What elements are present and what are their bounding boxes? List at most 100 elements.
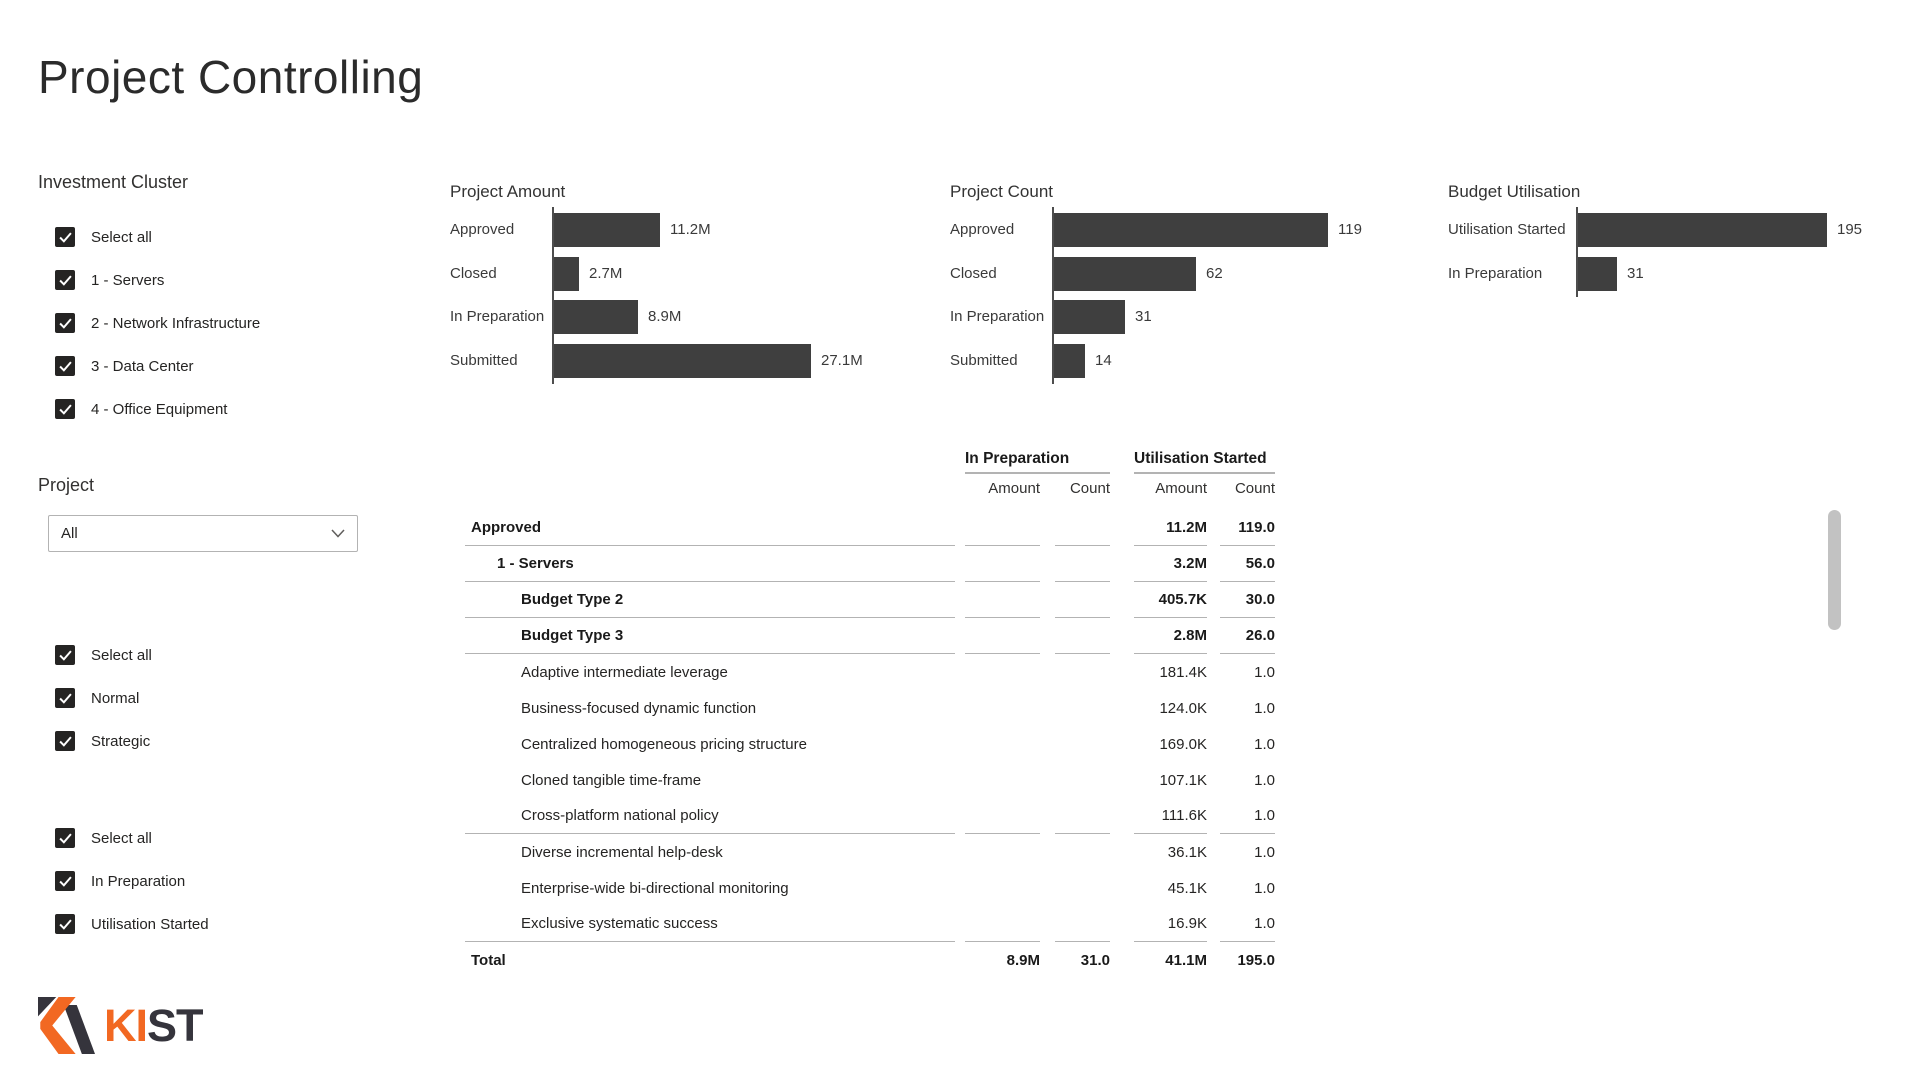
matrix-value-cell[interactable] [1055, 690, 1110, 726]
chart-bar[interactable] [553, 256, 579, 291]
matrix-value-cell[interactable]: 181.4K [1159, 663, 1207, 681]
matrix-value-cell[interactable]: 1.0 [1220, 906, 1275, 942]
checkbox-icon[interactable] [55, 688, 75, 708]
matrix-value-cell[interactable]: 1.0 [1254, 699, 1275, 717]
checkbox-icon[interactable] [55, 914, 75, 934]
matrix-value-cell[interactable] [965, 654, 1040, 690]
matrix-row-cloned-tangible-time-frame[interactable]: Cloned tangible time-frame 107.1K 1.0 [465, 762, 1275, 798]
matrix-value-cell[interactable]: 111.6K [1134, 798, 1207, 834]
matrix-row-header[interactable]: Enterprise-wide bi-directional monitorin… [521, 879, 789, 897]
checkbox-icon[interactable] [55, 645, 75, 665]
matrix-row-business-focused-dynamic-function[interactable]: Business-focused dynamic function 124.0K 1… [465, 690, 1275, 726]
chart-bar[interactable] [1053, 343, 1085, 378]
matrix-value-cell[interactable] [1055, 618, 1110, 654]
matrix-value-cell[interactable]: 8.9M [1006, 951, 1040, 969]
matrix-value-cell[interactable]: 1.0 [1254, 843, 1275, 861]
matrix-row-header[interactable]: Approved [465, 510, 955, 546]
checkbox-item-in-preparation[interactable]: In Preparation [55, 870, 209, 892]
matrix-row-header[interactable]: 1 - Servers [465, 546, 955, 582]
matrix-value-cell[interactable]: 1.0 [1254, 663, 1275, 681]
matrix-column-header[interactable]: Count [1069, 479, 1110, 497]
matrix-row-header[interactable]: Cross-platform national policy [465, 798, 955, 834]
matrix-value-cell[interactable]: 16.9K [1134, 906, 1207, 942]
checkbox-icon[interactable] [55, 313, 75, 333]
checkbox-item-4-office-equipment[interactable]: 4 - Office Equipment [55, 398, 260, 420]
matrix-row-1-servers[interactable]: 1 - Servers 3.2M 56.0 [465, 546, 1275, 582]
checkbox-item-3-data-center[interactable]: 3 - Data Center [55, 355, 260, 377]
chart-bar[interactable] [553, 213, 660, 247]
vertical-scrollbar-thumb[interactable] [1828, 510, 1841, 630]
matrix-value-cell[interactable] [1055, 834, 1110, 870]
checkbox-item-strategic[interactable]: Strategic [55, 730, 152, 752]
checkbox-icon[interactable] [55, 871, 75, 891]
matrix-value-cell[interactable]: 2.8M [1134, 618, 1207, 654]
matrix-value-cell[interactable] [1055, 762, 1110, 798]
matrix-value-cell[interactable]: 1.0 [1254, 771, 1275, 789]
matrix-value-cell[interactable] [965, 582, 1040, 618]
matrix-row-header[interactable]: Adaptive intermediate leverage [521, 663, 728, 681]
matrix-value-cell[interactable]: 3.2M [1134, 546, 1207, 582]
matrix-column-header[interactable]: Amount [1155, 479, 1207, 497]
matrix-value-cell[interactable]: 1.0 [1254, 735, 1275, 753]
matrix-value-cell[interactable] [965, 726, 1040, 762]
matrix-value-cell[interactable] [965, 690, 1040, 726]
matrix-value-cell[interactable] [1055, 726, 1110, 762]
matrix-value-cell[interactable]: 1.0 [1254, 879, 1275, 897]
matrix-value-cell[interactable]: 30.0 [1220, 582, 1275, 618]
matrix-column-header[interactable]: Count [1234, 479, 1275, 497]
matrix-row-approved[interactable]: Approved 11.2M 119.0 [465, 510, 1275, 546]
matrix-value-cell[interactable]: 169.0K [1159, 735, 1207, 753]
matrix-value-cell[interactable] [1055, 906, 1110, 942]
checkbox-icon[interactable] [55, 227, 75, 247]
chart-bar[interactable] [553, 300, 638, 334]
checkbox-icon[interactable] [55, 270, 75, 290]
matrix-value-cell[interactable] [1055, 654, 1110, 690]
matrix-row-header[interactable]: Centralized homogeneous pricing structur… [521, 735, 807, 753]
matrix-row-adaptive-intermediate-leverage[interactable]: Adaptive intermediate leverage 181.4K 1.0 [465, 654, 1275, 690]
matrix-row-header[interactable]: Business-focused dynamic function [521, 699, 757, 717]
matrix-value-cell[interactable]: 41.1M [1165, 951, 1207, 969]
matrix-value-cell[interactable] [965, 618, 1040, 654]
matrix-value-cell[interactable]: 405.7K [1134, 582, 1207, 618]
matrix-row-header[interactable]: Exclusive systematic success [465, 906, 955, 942]
checkbox-icon[interactable] [55, 828, 75, 848]
matrix-value-cell[interactable]: 1.0 [1220, 798, 1275, 834]
matrix-value-cell[interactable] [965, 906, 1040, 942]
chart-bar[interactable] [553, 343, 811, 378]
matrix-value-cell[interactable]: 36.1K [1167, 843, 1207, 861]
matrix-row-budget-type-3[interactable]: Budget Type 3 2.8M 26.0 [465, 618, 1275, 654]
checkbox-item-utilisation-started[interactable]: Utilisation Started [55, 913, 209, 935]
checkbox-item-normal[interactable]: Normal [55, 687, 152, 709]
matrix-row-centralized-homogeneous-pricing-structure[interactable]: Centralized homogeneous pricing structur… [465, 726, 1275, 762]
chart-bar[interactable] [1577, 256, 1617, 291]
matrix-value-cell[interactable] [965, 510, 1040, 546]
matrix-value-cell[interactable] [965, 798, 1040, 834]
matrix-value-cell[interactable]: 195.0 [1237, 951, 1275, 969]
checkbox-item-select-all[interactable]: Select all [55, 827, 209, 849]
matrix-row-header[interactable]: Diverse incremental help-desk [521, 843, 723, 861]
checkbox-item-select-all[interactable]: Select all [55, 644, 152, 666]
matrix-value-cell[interactable] [1055, 582, 1110, 618]
checkbox-item-2-network-infrastructure[interactable]: 2 - Network Infrastructure [55, 312, 260, 334]
matrix-row-total[interactable]: Total 8.9M 31.0 41.1M 195.0 [465, 942, 1275, 978]
matrix-row-enterprise-wide-bi-directional-monitoring[interactable]: Enterprise-wide bi-directional monitorin… [465, 870, 1275, 906]
matrix-row-exclusive-systematic-success[interactable]: Exclusive systematic success 16.9K 1.0 [465, 906, 1275, 942]
matrix-value-cell[interactable]: 11.2M [1134, 510, 1207, 546]
matrix-value-cell[interactable] [965, 762, 1040, 798]
chart-bar[interactable] [1053, 213, 1328, 247]
matrix-column-group-header[interactable]: In Preparation [965, 450, 1110, 474]
matrix-value-cell[interactable] [1055, 870, 1110, 906]
matrix-row-cross-platform-national-policy[interactable]: Cross-platform national policy 111.6K 1.0 [465, 798, 1275, 834]
chart-bar[interactable] [1577, 213, 1827, 247]
matrix-column-group-header[interactable]: Utilisation Started [1134, 450, 1275, 474]
matrix-value-cell[interactable]: 31.0 [1080, 951, 1110, 969]
chart-bar[interactable] [1053, 300, 1125, 334]
matrix-row-header[interactable]: Budget Type 2 [465, 582, 955, 618]
matrix-row-diverse-incremental-help-desk[interactable]: Diverse incremental help-desk 36.1K 1.0 [465, 834, 1275, 870]
matrix-row-header[interactable]: Cloned tangible time-frame [521, 771, 702, 789]
checkbox-item-1-servers[interactable]: 1 - Servers [55, 269, 260, 291]
matrix-value-cell[interactable]: 119.0 [1220, 510, 1275, 546]
project-dropdown[interactable]: All [48, 515, 358, 552]
checkbox-item-select-all[interactable]: Select all [55, 226, 260, 248]
matrix-column-header[interactable]: Amount [988, 479, 1040, 497]
